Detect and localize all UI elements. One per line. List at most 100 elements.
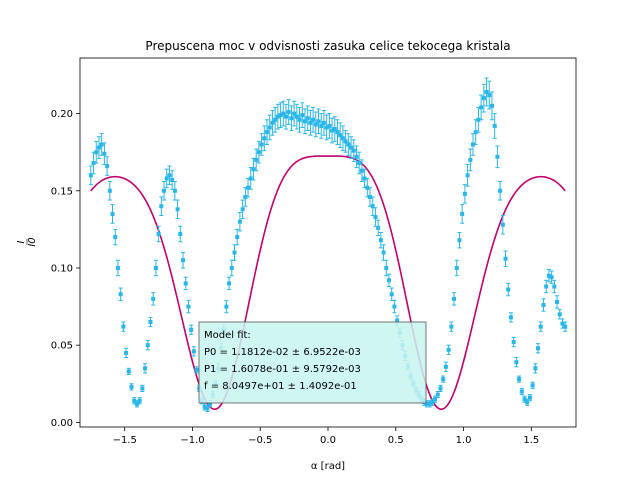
data-point [316, 108, 321, 135]
data-marker [500, 222, 505, 227]
data-marker [240, 207, 245, 212]
data-marker [549, 275, 554, 280]
data-marker [522, 397, 527, 402]
data-marker [552, 284, 557, 289]
data-marker [340, 136, 345, 141]
data-point [511, 336, 516, 348]
data-marker [183, 281, 188, 286]
data-marker [145, 343, 150, 348]
x-tick-label: 1.5 [523, 435, 539, 446]
data-marker [517, 377, 522, 382]
data-marker [525, 400, 530, 405]
data-marker [438, 386, 443, 391]
data-point [538, 321, 543, 332]
data-marker [354, 154, 359, 159]
data-marker [335, 130, 340, 135]
data-point [118, 287, 123, 301]
data-point [484, 77, 489, 107]
data-marker [232, 250, 237, 255]
data-point [433, 395, 438, 403]
data-point [441, 375, 446, 383]
data-point [533, 363, 538, 374]
data-marker [126, 369, 131, 374]
data-point [175, 199, 180, 220]
data-point [194, 366, 199, 374]
data-point [308, 109, 313, 136]
data-marker [460, 211, 465, 216]
data-point [286, 99, 291, 125]
data-marker [292, 111, 297, 116]
data-marker [454, 265, 459, 270]
data-point [495, 145, 500, 169]
data-point [251, 157, 256, 181]
data-point [273, 106, 278, 133]
data-marker [544, 284, 549, 289]
data-marker [443, 364, 448, 369]
data-point [376, 219, 381, 237]
data-marker [194, 367, 199, 372]
data-marker [140, 386, 145, 391]
data-point [338, 122, 343, 149]
data-point [384, 259, 389, 277]
data-marker [167, 173, 172, 178]
data-marker [113, 235, 118, 240]
x-tick-label: 1.0 [456, 435, 472, 446]
data-marker [248, 176, 253, 181]
data-marker [330, 128, 335, 133]
data-marker [137, 398, 142, 403]
data-marker [202, 404, 207, 409]
data-marker [164, 176, 169, 181]
y-axis-label: I I0 [16, 237, 38, 246]
data-point [270, 109, 275, 136]
data-point [164, 168, 169, 189]
data-point [137, 397, 142, 405]
x-tick-label: −1.0 [180, 435, 204, 446]
data-marker [519, 389, 524, 394]
data-point [319, 113, 324, 139]
data-point [311, 106, 316, 133]
data-point [183, 276, 188, 291]
data-marker [180, 258, 185, 263]
data-marker [446, 347, 451, 352]
data-point [224, 299, 229, 314]
data-marker [313, 122, 318, 127]
data-point [452, 292, 457, 306]
data-point [500, 214, 505, 235]
data-marker [324, 125, 329, 130]
data-point [392, 299, 397, 314]
data-marker [498, 188, 503, 193]
data-marker [172, 188, 177, 193]
data-marker [162, 188, 167, 193]
data-marker [338, 133, 343, 138]
data-marker [433, 397, 438, 402]
data-marker [124, 350, 129, 355]
data-marker [107, 188, 112, 193]
data-point [281, 100, 286, 127]
y-axis-label-numerator: I [16, 240, 27, 243]
data-marker [118, 292, 123, 297]
data-marker [384, 265, 389, 270]
data-marker [267, 125, 272, 130]
data-point [178, 225, 183, 243]
data-marker [319, 123, 324, 128]
x-tick-label: −0.5 [248, 435, 272, 446]
data-marker [327, 123, 332, 128]
x-tick-label: −1.5 [113, 435, 137, 446]
data-marker [246, 185, 251, 190]
data-marker [94, 150, 99, 155]
fit-annotation: Model fit: P0 = 1.1812e-02 ± 6.9522e-03 … [198, 321, 427, 404]
data-point [180, 252, 185, 269]
data-point [159, 196, 164, 216]
data-marker [392, 304, 397, 309]
data-marker [91, 160, 96, 165]
data-point [349, 136, 354, 159]
data-point [552, 279, 557, 294]
data-marker [297, 117, 302, 122]
data-point [94, 140, 99, 164]
data-marker [156, 232, 161, 237]
data-marker [251, 167, 256, 172]
data-marker [506, 287, 511, 292]
data-marker [305, 116, 310, 121]
data-marker [557, 312, 562, 317]
data-point [514, 357, 519, 368]
